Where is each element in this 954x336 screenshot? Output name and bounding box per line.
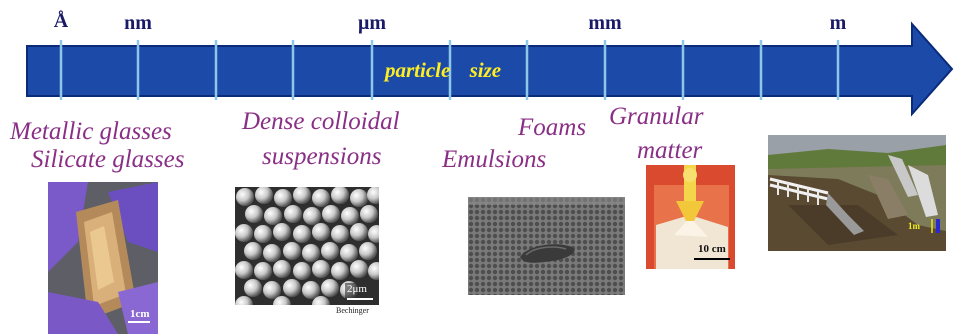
label-emulsions: Emulsions	[442, 146, 547, 173]
scale-label-nm: nm	[124, 12, 152, 34]
label-matter: matter	[637, 137, 703, 164]
scale-bar-10cm: 10 cm	[698, 243, 726, 255]
label-metallic-glasses: Metallic glasses	[10, 118, 172, 145]
label-suspensions: suspensions	[262, 143, 382, 170]
scale-bar-2um: 2μm	[347, 283, 367, 295]
scale-label-angstrom: Å	[53, 10, 69, 32]
axis-label: particle size	[385, 58, 502, 82]
granular-matter-photo: 10 cm	[646, 165, 735, 269]
scale-bar-1cm: 1cm	[130, 308, 150, 320]
label-dense-colloidal: Dense colloidal	[242, 108, 400, 135]
photo-credit: Bechinger	[336, 306, 369, 315]
foam-emulsion-photo	[468, 197, 625, 295]
landslide-photo: 1m	[768, 135, 946, 251]
scale-label-um: μm	[358, 12, 386, 34]
metallic-glass-photo: 1cm	[48, 182, 158, 334]
label-silicate-glasses: Silicate glasses	[31, 146, 185, 173]
scale-label-mm: mm	[588, 12, 622, 34]
colloid-sem-photo: 2μm	[235, 187, 379, 305]
scale-label-m: m	[829, 12, 847, 34]
arrow-body	[26, 21, 954, 117]
scale-bar-1m: 1m	[908, 221, 920, 231]
label-granular: Granular	[609, 103, 704, 130]
label-foams: Foams	[518, 114, 587, 141]
